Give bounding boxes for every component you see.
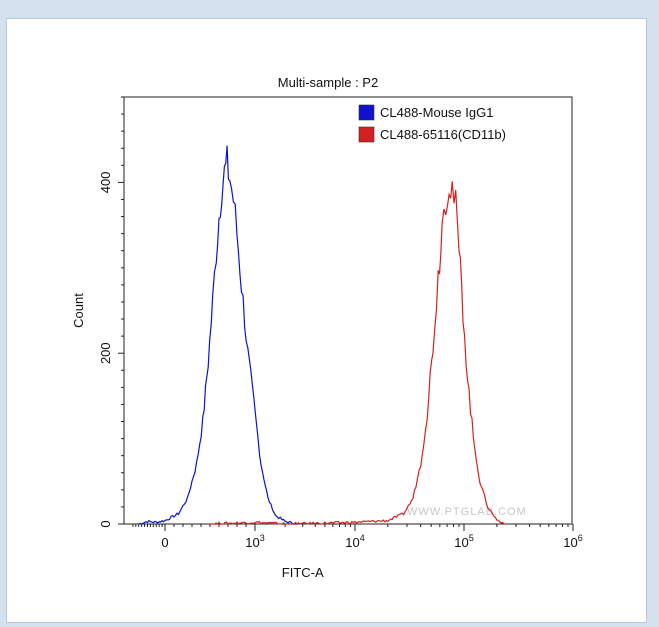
figure-frame: Multi-sample : P2 0 200 400 Count 0 103 104 105… bbox=[6, 18, 647, 623]
x-tick-label: 104 bbox=[345, 533, 364, 550]
legend-swatch bbox=[358, 126, 375, 143]
x-axis-title: FITC-A bbox=[282, 565, 324, 580]
x-tick-label: 105 bbox=[454, 533, 473, 550]
series-line-1 bbox=[138, 145, 297, 525]
series-line-2 bbox=[210, 181, 506, 525]
x-tick-label: 103 bbox=[245, 533, 264, 550]
y-axis-title: Count bbox=[71, 293, 86, 328]
x-tick-label: 106 bbox=[563, 533, 582, 550]
histogram-chart: Multi-sample : P2 0 200 400 Count 0 103 104 105… bbox=[71, 75, 583, 580]
legend-label: CL488-Mouse IgG1 bbox=[380, 105, 493, 120]
legend-label: CL488-65116(CD11b) bbox=[380, 127, 506, 142]
chart-title: Multi-sample : P2 bbox=[278, 75, 378, 90]
x-tick-label: 0 bbox=[161, 535, 168, 550]
legend-swatch bbox=[358, 104, 375, 121]
watermark-text: WWW.PTGLAB.COM bbox=[407, 506, 527, 518]
plot-frame bbox=[123, 96, 573, 525]
y-tick-label: 400 bbox=[98, 172, 113, 194]
y-tick-label: 200 bbox=[98, 342, 113, 364]
y-tick-label: 0 bbox=[98, 520, 113, 527]
